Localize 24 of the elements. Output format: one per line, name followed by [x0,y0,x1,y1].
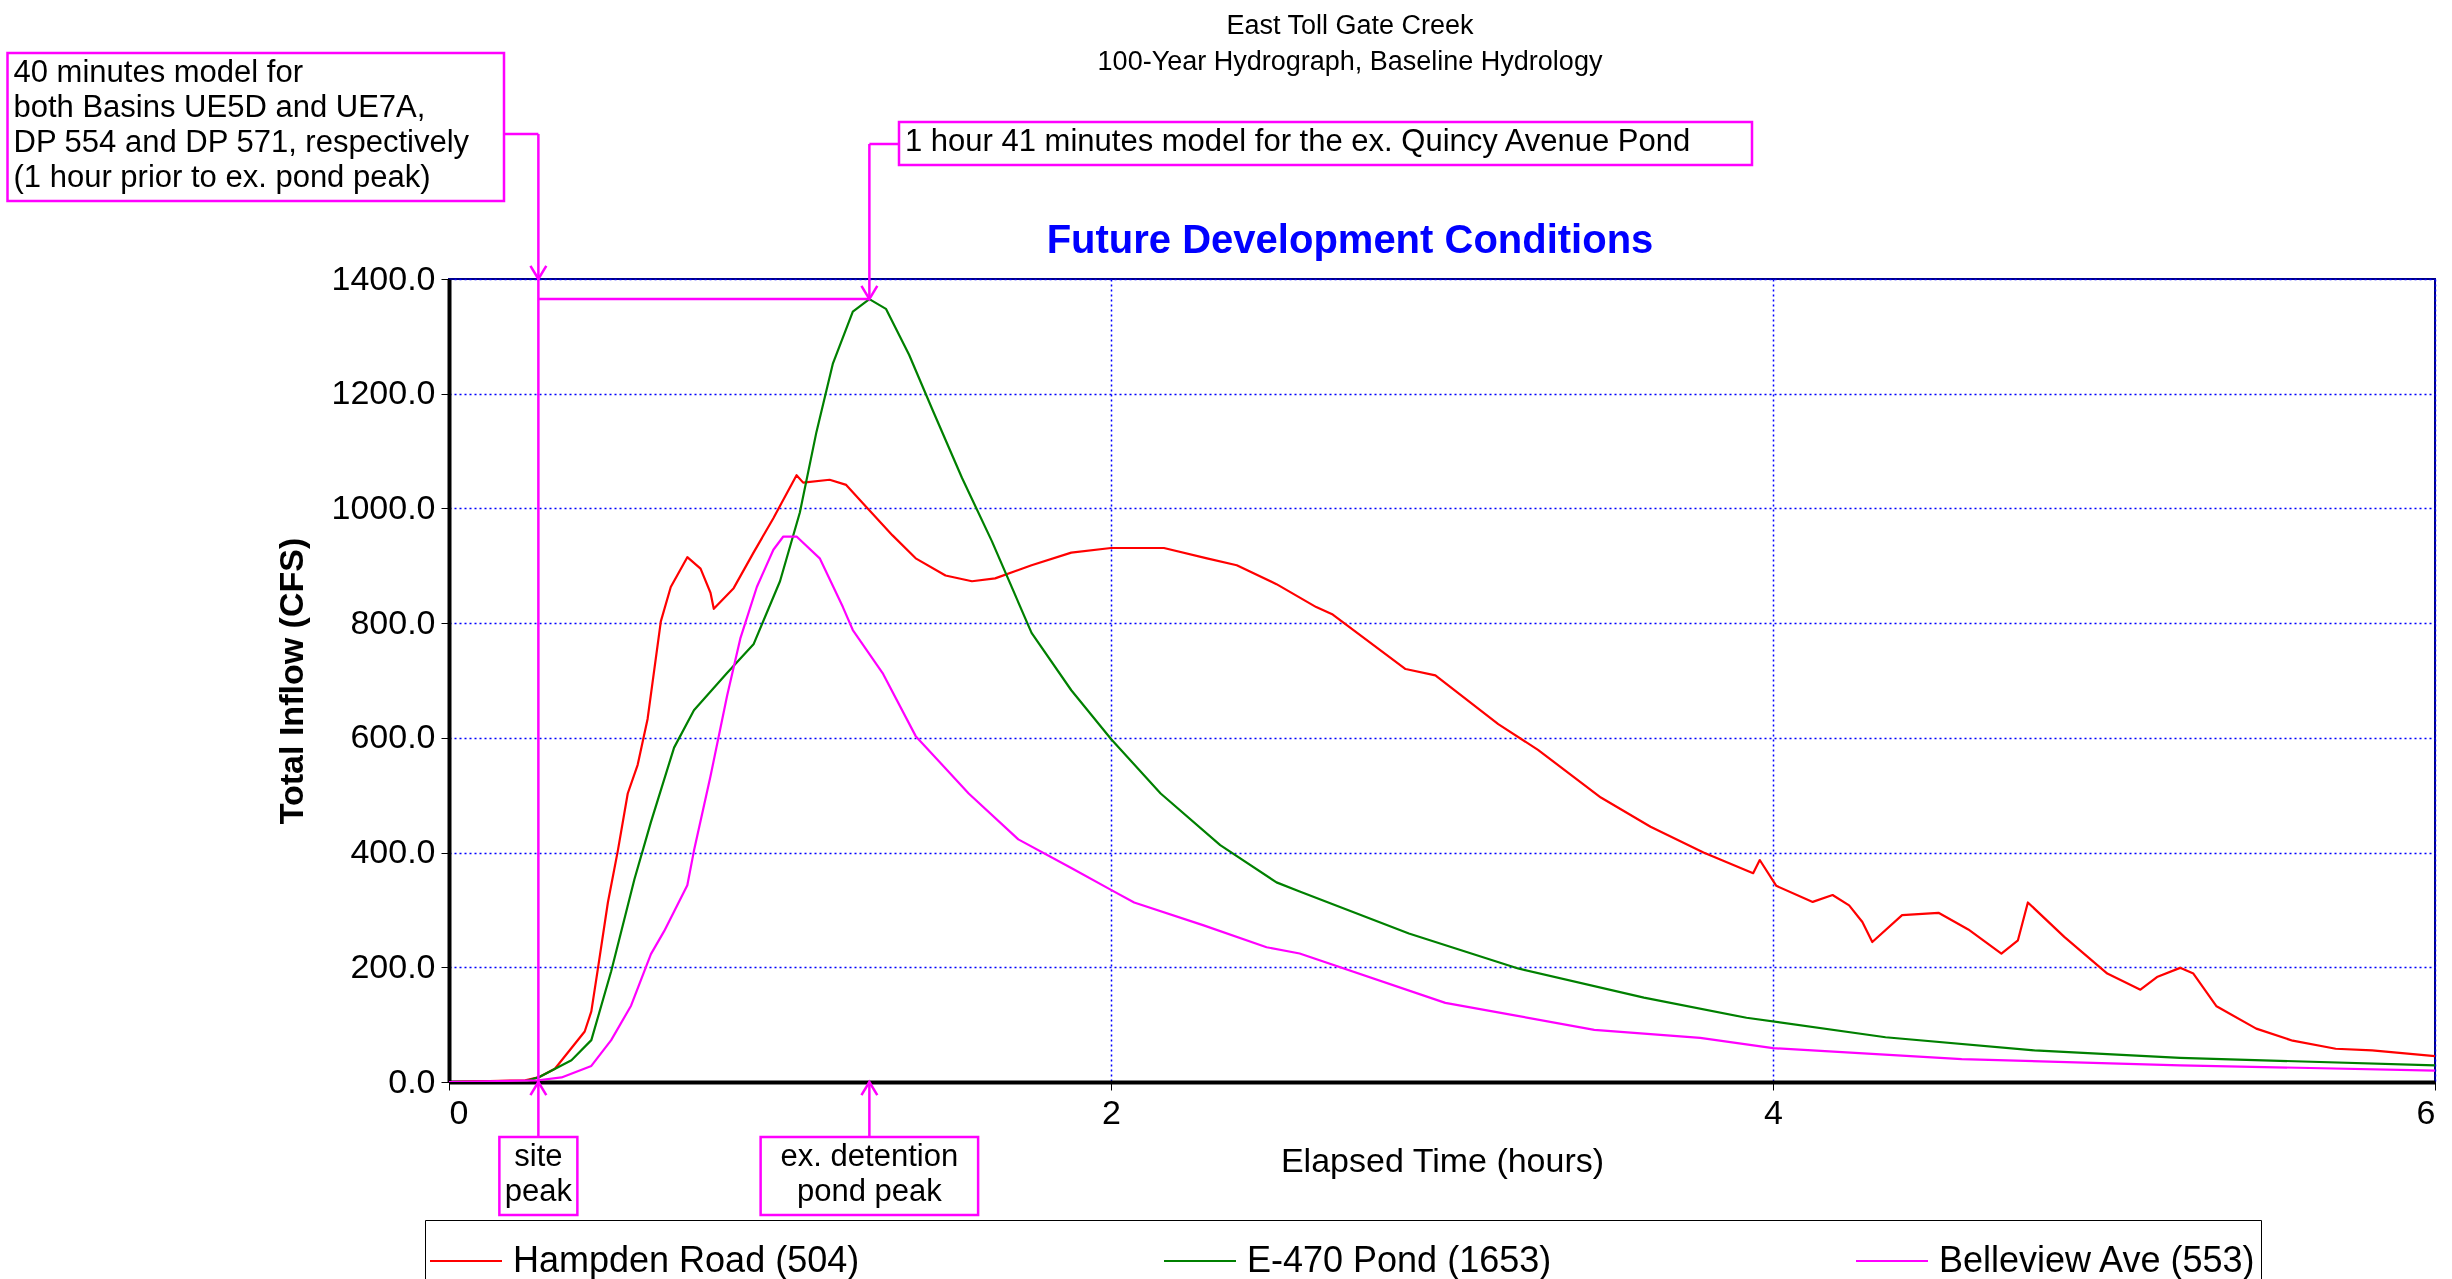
x-tick-label: 0 [449,1092,469,1131]
y-axis-title: Total Inflow (CFS) [271,537,310,825]
chart-subtitle: 100-Year Hydrograph, Baseline Hydrology [1097,46,1603,76]
legend-label: Hampden Road (504) [513,1239,860,1279]
annotation: 1 hour 41 minutes model for the ex. Quincy Avenue Pond [905,123,1691,158]
y-tick-label: 0.0 [388,1061,436,1100]
y-tick-label: 800.0 [350,602,436,641]
text: 40 minutes model for both Basins UE5D and UE7A, DP 554 and DP 571, respectively (1 hour prior to ex. pond peak) [13,54,470,194]
y-tick-label: 200.0 [350,946,436,985]
legend-label: E-470 Pond (1653) [1247,1239,1552,1279]
text: site peak [504,1138,573,1208]
y-tick-label: 1400.0 [331,258,436,297]
y-tick-label: 1000.0 [331,487,436,526]
x-tick-label: 2 [1102,1092,1121,1131]
chart-title: East Toll Gate Creek [1226,10,1475,40]
text: Future Development Conditions [1046,217,1654,261]
y-tick-label: 600.0 [350,717,436,756]
y-tick-label: 400.0 [350,832,436,871]
x-axis-title: Elapsed Time (hours) [1280,1140,1605,1179]
x-tick-label: 6 [2416,1092,2436,1131]
y-tick-label: 1200.0 [331,373,436,412]
text: ex. detention pond peak [780,1138,959,1208]
legend-label: Belleview Ave (553) [1939,1239,2255,1279]
x-tick-label: 4 [1764,1092,1783,1131]
